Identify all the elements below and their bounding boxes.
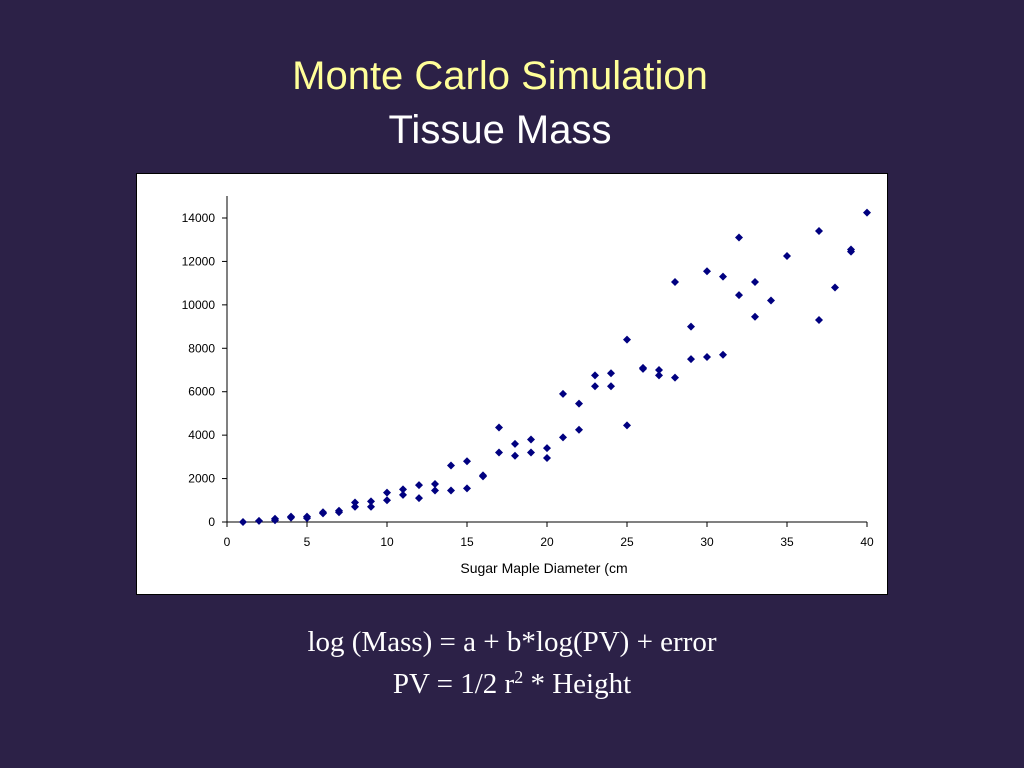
data-point <box>511 439 519 448</box>
data-point <box>399 490 407 499</box>
data-point <box>271 514 279 523</box>
x-tick-label: 0 <box>224 535 231 549</box>
data-point <box>783 252 791 260</box>
data-point <box>687 322 695 331</box>
data-point <box>591 371 599 380</box>
data-point <box>703 352 711 361</box>
data-point <box>431 486 439 495</box>
data-point <box>559 389 567 398</box>
data-point <box>655 371 663 380</box>
y-tick-label: 10000 <box>182 298 216 312</box>
data-point <box>687 355 695 364</box>
data-point <box>671 278 679 287</box>
data-point <box>415 494 423 503</box>
data-point <box>767 296 775 305</box>
chart-frame: 0 2000 4000 6000 8000 10000 12000 14000 0 5 10 15 2… <box>136 173 888 595</box>
data-point <box>703 267 711 276</box>
scatter-chart: 0 2000 4000 6000 8000 10000 12000 14000 0 5 10 15 2… <box>182 196 874 576</box>
y-tick-label: 8000 <box>188 341 215 355</box>
data-point <box>815 227 823 236</box>
data-point <box>431 480 439 488</box>
data-point <box>367 497 375 506</box>
data-point <box>655 366 663 374</box>
data-point <box>719 272 727 281</box>
data-point <box>847 245 855 254</box>
data-point <box>751 312 759 321</box>
data-point <box>495 423 503 432</box>
x-tick-label: 5 <box>304 535 311 549</box>
data-point <box>751 278 759 287</box>
equation-2-suffix: * Height <box>523 668 632 700</box>
data-point <box>735 291 743 300</box>
data-point <box>863 208 871 217</box>
data-point <box>527 435 535 444</box>
y-tick-label: 14000 <box>182 211 216 225</box>
data-point <box>719 350 727 359</box>
data-point <box>495 448 503 457</box>
equation-line-1: log (Mass) = a + b*log(PV) + error <box>307 626 717 658</box>
y-tick-label: 6000 <box>188 385 215 399</box>
data-point <box>415 481 423 490</box>
data-point <box>543 453 551 462</box>
data-point <box>447 486 455 495</box>
y-tick-label: 2000 <box>188 472 215 486</box>
x-tick-label: 10 <box>380 535 394 549</box>
x-tick-label: 25 <box>620 535 634 549</box>
x-tick-label: 40 <box>860 535 874 549</box>
data-point <box>639 363 647 372</box>
x-axis: 0 5 10 15 20 25 30 35 40 <box>224 521 874 549</box>
data-point <box>623 335 631 344</box>
data-point <box>319 508 327 517</box>
data-point <box>367 502 375 511</box>
x-tick-label: 20 <box>540 535 554 549</box>
data-point <box>255 516 263 525</box>
data-point <box>527 448 535 457</box>
slide-title: Monte Carlo Simulation <box>292 54 708 98</box>
x-tick-label: 30 <box>700 535 714 549</box>
equation-line-2: PV = 1/2 r2 * Height <box>0 666 1024 702</box>
data-point <box>399 485 407 494</box>
data-point <box>735 233 743 242</box>
equation-2-prefix: PV = 1/2 r <box>392 668 515 700</box>
data-point <box>383 488 391 497</box>
x-axis-title: Sugar Maple Diameter (cm <box>460 560 627 576</box>
data-point <box>623 421 631 430</box>
data-point <box>815 316 823 325</box>
data-point <box>463 457 471 466</box>
data-point <box>575 399 583 408</box>
data-point <box>447 461 455 470</box>
data-point <box>511 451 519 460</box>
x-tick-label: 35 <box>780 535 794 549</box>
slide-subtitle: Tissue Mass <box>388 108 612 152</box>
data-point <box>575 425 583 434</box>
y-tick-label: 4000 <box>188 428 215 442</box>
data-point <box>351 498 359 507</box>
data-point <box>351 502 359 511</box>
x-tick-label: 15 <box>460 535 474 549</box>
y-axis: 0 2000 4000 6000 8000 10000 12000 14000 <box>182 196 228 529</box>
y-tick-label: 0 <box>208 515 215 529</box>
data-point <box>607 382 615 391</box>
data-point <box>543 444 551 453</box>
data-point <box>287 512 295 521</box>
data-point <box>559 433 567 442</box>
data-point <box>303 512 311 521</box>
data-point <box>591 382 599 391</box>
y-tick-label: 12000 <box>182 254 216 268</box>
data-point <box>239 518 247 526</box>
data-point <box>671 373 679 382</box>
data-point <box>463 484 471 493</box>
data-point <box>831 283 839 292</box>
data-point <box>479 471 487 480</box>
data-point <box>383 496 391 505</box>
equation-2-exponent: 2 <box>514 667 524 687</box>
data-points <box>239 208 871 526</box>
data-point <box>335 506 343 515</box>
data-point <box>607 369 615 378</box>
